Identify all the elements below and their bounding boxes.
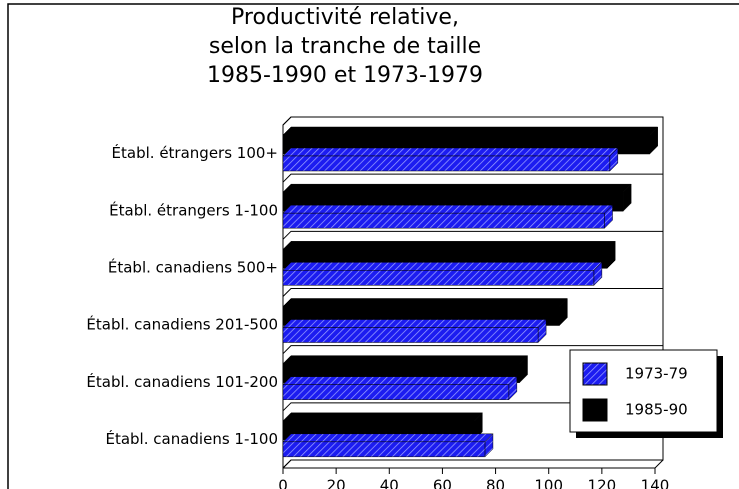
legend: 1973-79 1985-90 (569, 349, 723, 438)
bar-top (282, 147, 619, 157)
band-line (282, 116, 663, 126)
bar (282, 441, 486, 458)
y-tick-label: Établ. étrangers 1-100 (109, 200, 278, 219)
x-tick-label: 140 (641, 477, 670, 489)
bar-top (282, 355, 529, 364)
x-tick-label: 60 (433, 477, 452, 489)
x-tick-label: 80 (486, 477, 505, 489)
x-tick-label: 100 (534, 477, 563, 489)
legend-label: 1985-90 (625, 401, 688, 419)
legend-swatch (582, 362, 608, 386)
bar (282, 155, 611, 172)
band-line (282, 288, 663, 297)
bar (282, 384, 510, 400)
x-axis-depth (654, 459, 664, 469)
bar-top (282, 183, 632, 193)
y-tick-label: Établ. canadiens 101-200 (86, 372, 278, 391)
bar (282, 212, 605, 229)
x-tick-label: 0 (278, 477, 288, 489)
bar-top (282, 241, 616, 250)
y-tick-label: Établ. étrangers 100+ (112, 143, 278, 162)
x-tick-label: 120 (588, 477, 617, 489)
band-line (282, 345, 663, 355)
bar-top (282, 319, 547, 328)
bar (282, 327, 539, 343)
bar-top (282, 298, 568, 307)
x-tick-label: 40 (380, 477, 399, 489)
chart-title: 1985-1990 et 1973-1979 (207, 63, 483, 88)
bar-top (282, 262, 603, 271)
frame (7, 3, 739, 489)
bar-top (282, 433, 494, 443)
legend-swatch (582, 398, 608, 422)
bar-top (282, 204, 614, 214)
band-line (282, 230, 663, 240)
x-tick-label: 20 (327, 477, 346, 489)
bar-top (282, 376, 518, 385)
y-tick-label: Établ. canadiens 500+ (108, 257, 278, 276)
band-line (282, 173, 663, 183)
band-line (282, 459, 663, 469)
band-line (282, 402, 663, 412)
bar-top (282, 126, 659, 136)
y-tick-label: Établ. canadiens 201-500 (86, 315, 278, 334)
bar (282, 270, 595, 286)
chart-title: Productivité relative, (231, 5, 459, 30)
legend-label: 1973-79 (625, 365, 688, 383)
y-tick-label: Établ. canadiens 1-100 (105, 429, 278, 448)
chart-title: selon la tranche de taille (209, 34, 481, 59)
bar-top (282, 412, 483, 422)
